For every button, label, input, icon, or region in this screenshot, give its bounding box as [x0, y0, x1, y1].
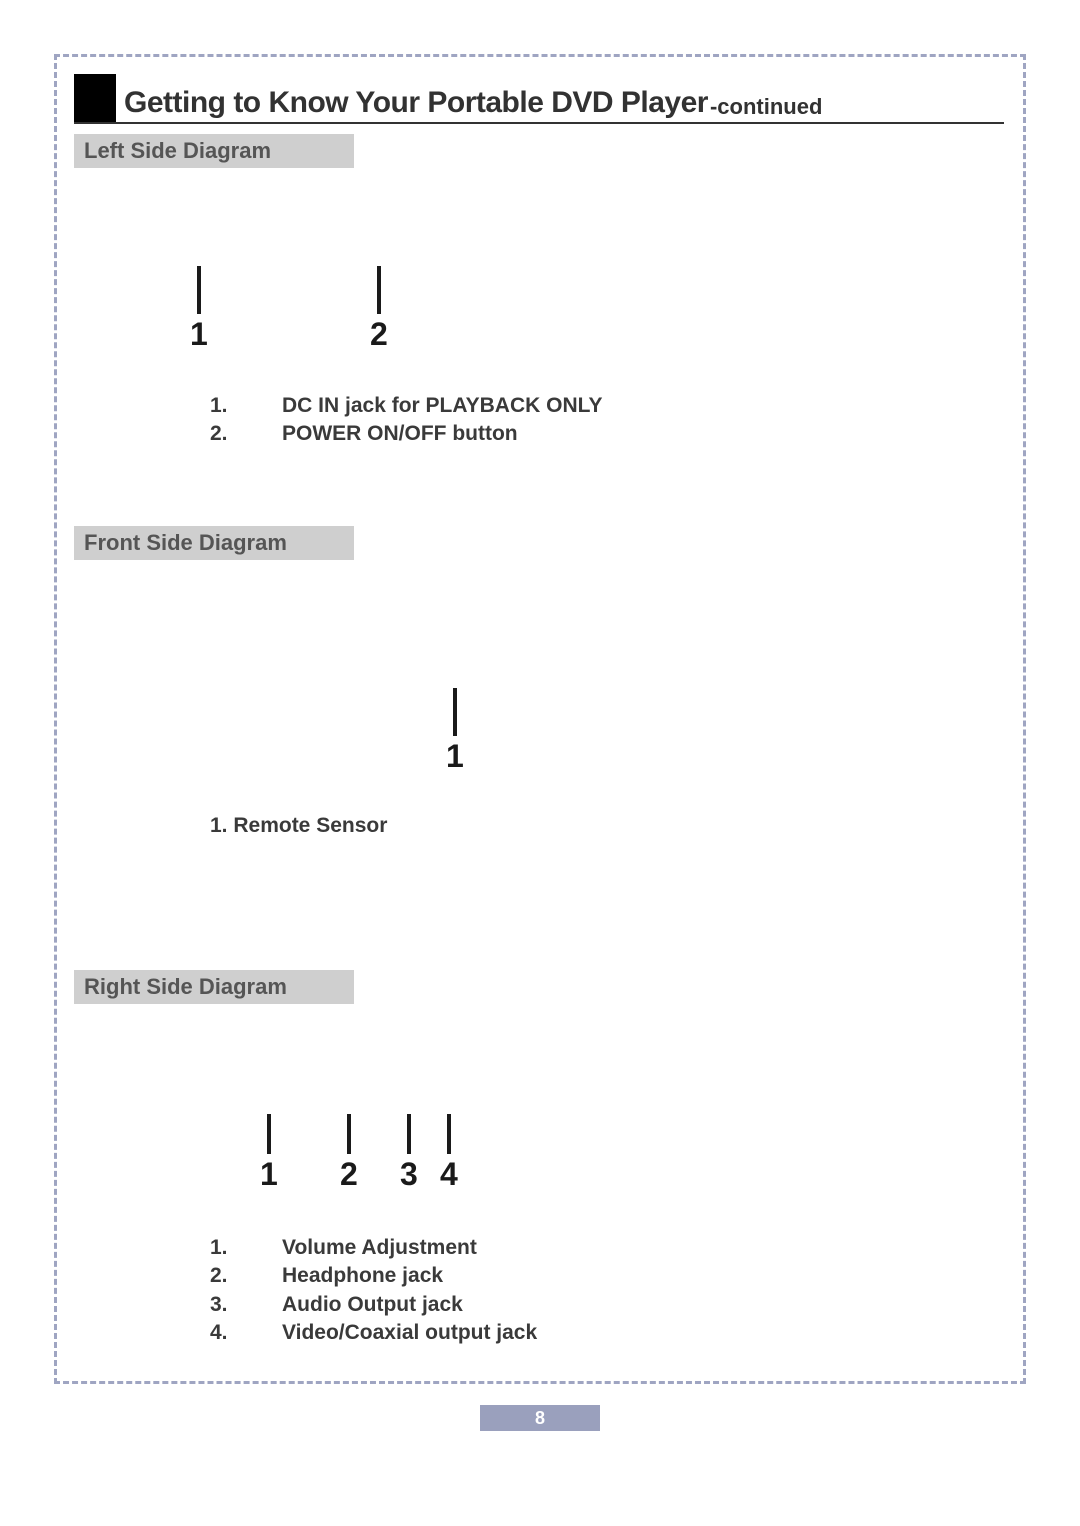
- section-label-front: Front Side Diagram: [74, 526, 354, 560]
- callout-number: 2: [370, 316, 388, 353]
- legend-item-text: Headphone jack: [282, 1262, 443, 1290]
- legend-item: 2. POWER ON/OFF button: [210, 420, 603, 448]
- callout-right-4: 4: [440, 1114, 458, 1193]
- legend-item-number: 3.: [210, 1291, 282, 1319]
- section-label-left: Left Side Diagram: [74, 134, 354, 168]
- section-label-right: Right Side Diagram: [74, 970, 354, 1004]
- callout-number: 4: [440, 1156, 458, 1193]
- legend-front: 1. Remote Sensor: [210, 812, 387, 840]
- callout-right-1: 1: [260, 1114, 278, 1193]
- callout-right-3: 3: [400, 1114, 418, 1193]
- page-title: Getting to Know Your Portable DVD Player: [124, 86, 708, 120]
- page-number: 8: [480, 1405, 600, 1431]
- callout-right-2: 2: [340, 1114, 358, 1193]
- callout-tick: [347, 1114, 351, 1154]
- legend-item-text: DC IN jack for PLAYBACK ONLY: [282, 392, 603, 420]
- callout-tick: [407, 1114, 411, 1154]
- legend-item: 4. Video/Coaxial output jack: [210, 1319, 537, 1347]
- content-frame: [54, 54, 1026, 1384]
- title-bar: Getting to Know Your Portable DVD Player…: [74, 74, 1004, 124]
- page-title-continued: -continued: [710, 94, 822, 120]
- legend-item-number: 1.: [210, 392, 282, 420]
- callout-tick: [267, 1114, 271, 1154]
- legend-item-text: POWER ON/OFF button: [282, 420, 518, 448]
- legend-item-number: 2.: [210, 420, 282, 448]
- legend-item-number: 1.: [210, 1234, 282, 1262]
- callout-number: 2: [340, 1156, 358, 1193]
- legend-item-number: 4.: [210, 1319, 282, 1347]
- callout-front-1: 1: [446, 688, 464, 775]
- callout-tick: [197, 266, 201, 314]
- legend-item: 3. Audio Output jack: [210, 1291, 537, 1319]
- title-text-wrap: Getting to Know Your Portable DVD Player…: [116, 74, 1004, 122]
- title-accent-block: [74, 74, 116, 122]
- legend-item-text: Audio Output jack: [282, 1291, 463, 1319]
- legend-item: 1. DC IN jack for PLAYBACK ONLY: [210, 392, 603, 420]
- legend-item-number: 2.: [210, 1262, 282, 1290]
- callout-number: 1: [260, 1156, 278, 1193]
- callout-tick: [453, 688, 457, 736]
- callout-number: 3: [400, 1156, 418, 1193]
- legend-item-text: 1. Remote Sensor: [210, 812, 387, 840]
- legend-item-text: Video/Coaxial output jack: [282, 1319, 537, 1347]
- legend-left: 1. DC IN jack for PLAYBACK ONLY 2. POWER…: [210, 392, 603, 449]
- legend-item: 1. Volume Adjustment: [210, 1234, 537, 1262]
- legend-item-text: Volume Adjustment: [282, 1234, 477, 1262]
- callout-tick: [377, 266, 381, 314]
- callout-number: 1: [190, 316, 208, 353]
- callout-left-1: 1: [190, 266, 208, 353]
- callout-tick: [447, 1114, 451, 1154]
- manual-page: Getting to Know Your Portable DVD Player…: [0, 0, 1080, 1526]
- legend-item: 2. Headphone jack: [210, 1262, 537, 1290]
- callout-number: 1: [446, 738, 464, 775]
- callout-left-2: 2: [370, 266, 388, 353]
- legend-right: 1. Volume Adjustment 2. Headphone jack 3…: [210, 1234, 537, 1347]
